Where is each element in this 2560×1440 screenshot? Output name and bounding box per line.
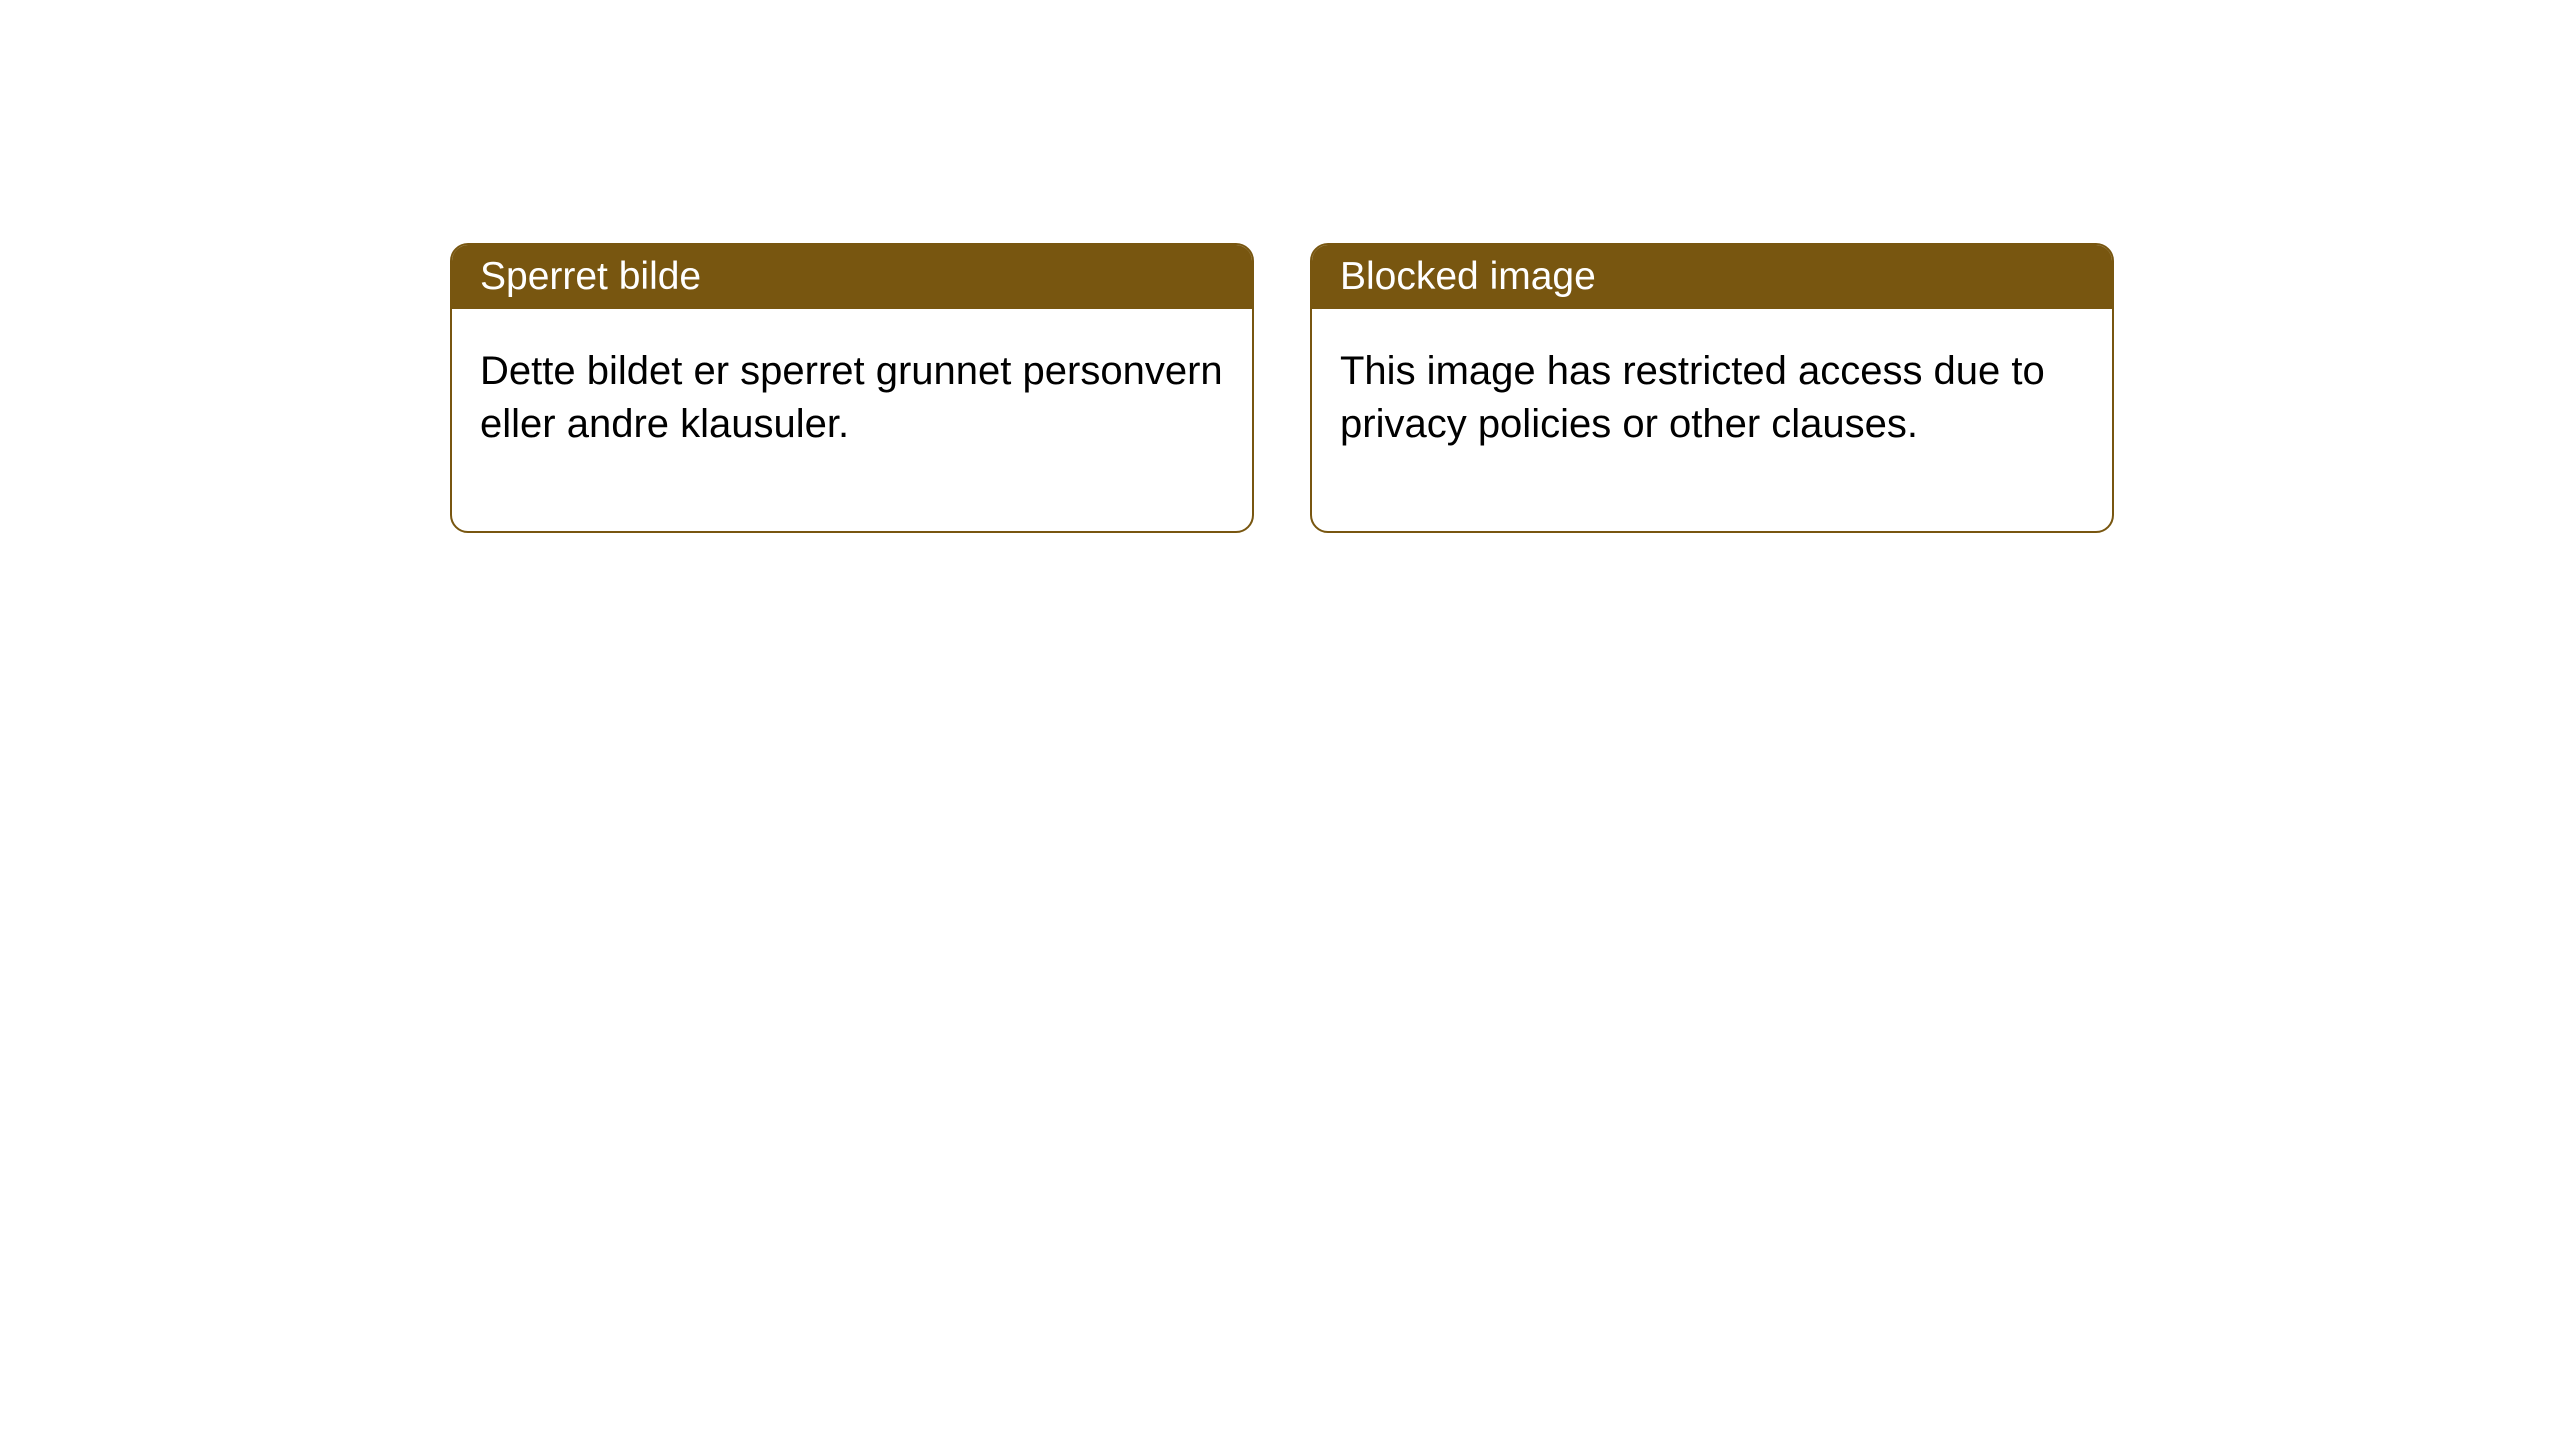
notice-card-norwegian: Sperret bilde Dette bildet er sperret gr… — [450, 243, 1254, 533]
notice-card-header: Sperret bilde — [452, 245, 1252, 309]
notice-card-header: Blocked image — [1312, 245, 2112, 309]
notice-cards-container: Sperret bilde Dette bildet er sperret gr… — [450, 243, 2114, 533]
notice-card-body: This image has restricted access due to … — [1312, 309, 2112, 531]
notice-card-body: Dette bildet er sperret grunnet personve… — [452, 309, 1252, 531]
notice-card-english: Blocked image This image has restricted … — [1310, 243, 2114, 533]
